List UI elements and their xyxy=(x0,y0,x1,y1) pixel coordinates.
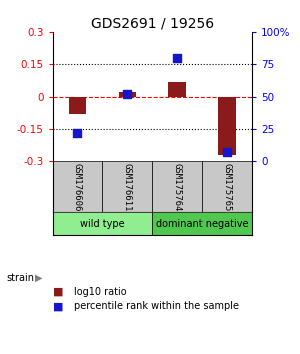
Bar xyxy=(102,161,152,212)
Bar xyxy=(152,161,202,212)
Text: GSM176611: GSM176611 xyxy=(123,162,132,211)
Text: dominant negative: dominant negative xyxy=(156,219,248,229)
Bar xyxy=(202,161,252,212)
Text: wild type: wild type xyxy=(80,219,125,229)
Text: ■: ■ xyxy=(52,287,63,297)
Text: GSM175764: GSM175764 xyxy=(173,162,182,211)
Text: GSM176606: GSM176606 xyxy=(73,162,82,211)
Bar xyxy=(69,97,86,114)
Text: strain: strain xyxy=(6,273,34,283)
Point xyxy=(175,55,180,61)
Bar xyxy=(218,97,236,155)
Bar xyxy=(169,81,186,97)
Bar xyxy=(152,212,252,235)
Bar xyxy=(52,212,152,235)
Bar xyxy=(52,161,102,212)
Title: GDS2691 / 19256: GDS2691 / 19256 xyxy=(91,17,214,31)
Point xyxy=(225,149,230,155)
Text: ▶: ▶ xyxy=(34,273,42,283)
Point xyxy=(125,91,130,97)
Text: log10 ratio: log10 ratio xyxy=(74,287,126,297)
Text: ■: ■ xyxy=(52,301,63,311)
Text: GSM175765: GSM175765 xyxy=(223,162,232,211)
Text: percentile rank within the sample: percentile rank within the sample xyxy=(74,301,238,311)
Point xyxy=(75,130,80,136)
Bar xyxy=(118,92,136,97)
